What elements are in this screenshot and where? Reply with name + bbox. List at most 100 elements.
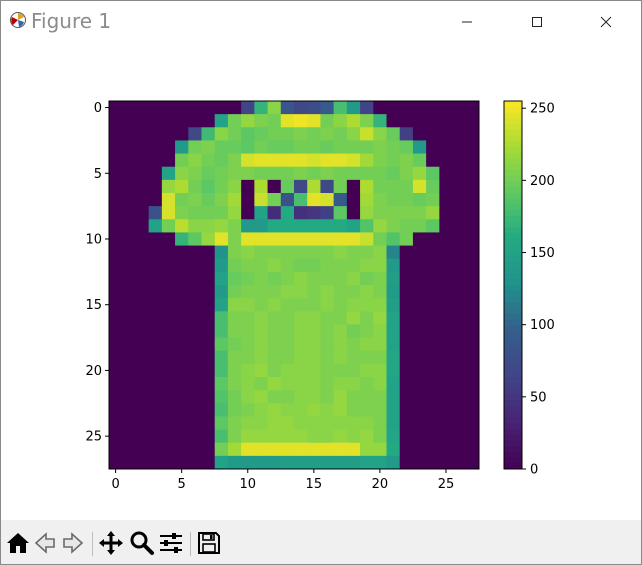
heatmap-cell bbox=[175, 245, 189, 260]
heatmap-cell bbox=[412, 363, 427, 378]
heatmap-cell bbox=[346, 390, 361, 404]
heatmap-cell bbox=[227, 350, 242, 365]
heatmap-cell bbox=[465, 258, 480, 273]
heatmap-cell bbox=[241, 429, 255, 444]
heatmap-cell bbox=[373, 101, 387, 115]
heatmap-cell bbox=[267, 298, 282, 312]
figure-canvas[interactable]: 0 5 10 15 20 25 0 5 10 15 20 25 0 50 100 150 200 250 bbox=[1, 43, 641, 520]
heatmap-cell bbox=[227, 390, 242, 404]
heatmap-cell bbox=[439, 245, 453, 260]
pan-button[interactable] bbox=[98, 530, 124, 556]
heatmap-cell bbox=[399, 285, 414, 299]
heatmap-cell bbox=[294, 101, 308, 115]
heatmap-cell bbox=[267, 311, 282, 325]
colorbar-segment bbox=[504, 129, 522, 136]
heatmap-cell bbox=[201, 311, 216, 325]
minimize-button[interactable] bbox=[444, 7, 490, 37]
heatmap-cell bbox=[188, 298, 202, 312]
heatmap-cell bbox=[227, 337, 242, 352]
colorbar-segment bbox=[504, 216, 522, 223]
heatmap-cell bbox=[201, 258, 216, 273]
heatmap-cell bbox=[412, 193, 427, 207]
heatmap-cell bbox=[360, 337, 374, 352]
heatmap-cell bbox=[412, 179, 427, 194]
colorbar-segment bbox=[504, 342, 522, 349]
heatmap-cell bbox=[175, 232, 189, 246]
heatmap-cell bbox=[201, 285, 216, 299]
heatmap-cell bbox=[188, 101, 202, 115]
heatmap-cell bbox=[386, 311, 401, 325]
save-button[interactable] bbox=[196, 530, 222, 556]
heatmap-cell bbox=[267, 390, 282, 404]
zoom-button[interactable] bbox=[129, 530, 155, 556]
heatmap-cell bbox=[412, 166, 427, 181]
heatmap-cell bbox=[333, 455, 348, 470]
heatmap-cell bbox=[439, 166, 453, 181]
heatmap-cell bbox=[307, 403, 321, 417]
heatmap-cell bbox=[135, 298, 150, 312]
heatmap-cell bbox=[320, 179, 335, 194]
heatmap-cell bbox=[254, 442, 268, 457]
close-button[interactable] bbox=[583, 7, 629, 37]
heatmap-cell bbox=[360, 179, 374, 194]
home-button[interactable] bbox=[5, 530, 31, 556]
heatmap-cell bbox=[254, 166, 268, 181]
heatmap-cell bbox=[439, 140, 453, 154]
forward-button[interactable] bbox=[60, 530, 86, 556]
colorbar-segment bbox=[504, 417, 522, 424]
heatmap-cell bbox=[399, 206, 414, 220]
heatmap-cell bbox=[201, 429, 216, 444]
heatmap-cell bbox=[346, 429, 361, 444]
heatmap-cell bbox=[109, 377, 123, 391]
colorbar-segment bbox=[504, 112, 522, 119]
heatmap-cell bbox=[254, 350, 268, 365]
heatmap-cell bbox=[161, 206, 176, 220]
heatmap-cell bbox=[333, 442, 348, 457]
heatmap-cell bbox=[175, 219, 189, 233]
heatmap-cell bbox=[465, 101, 480, 115]
heatmap-cell bbox=[294, 179, 308, 194]
heatmap-cell bbox=[439, 403, 453, 417]
heatmap-cell bbox=[465, 166, 480, 181]
heatmap-cell bbox=[214, 140, 229, 154]
heatmap-cell bbox=[188, 350, 202, 365]
heatmap-cell bbox=[333, 363, 348, 378]
heatmap-cell bbox=[280, 377, 295, 391]
configure-subplots-button[interactable] bbox=[158, 530, 184, 556]
heatmap-cell bbox=[109, 350, 123, 365]
heatmap-cell bbox=[386, 140, 401, 154]
maximize-button[interactable] bbox=[514, 7, 560, 37]
heatmap-cell bbox=[201, 350, 216, 365]
heatmap-cell bbox=[320, 442, 335, 457]
heatmap-cell bbox=[175, 127, 189, 141]
heatmap-cell bbox=[148, 193, 163, 207]
heatmap-cell bbox=[109, 442, 123, 457]
heatmap-cell bbox=[214, 101, 229, 115]
heatmap-cell bbox=[148, 153, 163, 168]
heatmap-cell bbox=[161, 390, 176, 404]
heatmap-cell bbox=[135, 140, 150, 154]
heatmap-cell bbox=[254, 271, 268, 286]
heatmap-cell bbox=[373, 350, 387, 365]
heatmap-cell bbox=[109, 193, 123, 207]
heatmap-cell bbox=[148, 219, 163, 233]
heatmap-cell bbox=[241, 114, 255, 128]
heatmap-cell bbox=[386, 206, 401, 220]
heatmap-cell bbox=[426, 232, 440, 246]
title-bar[interactable]: Figure 1 bbox=[1, 1, 641, 43]
heatmap-cell bbox=[214, 429, 229, 444]
back-button[interactable] bbox=[32, 530, 58, 556]
heatmap-cell bbox=[109, 153, 123, 168]
heatmap-cell bbox=[333, 193, 348, 207]
colorbar-segment bbox=[504, 348, 522, 355]
colorbar-segment bbox=[504, 440, 522, 447]
heatmap-cell bbox=[439, 179, 453, 194]
heatmap-cell bbox=[267, 403, 282, 417]
heatmap-cell bbox=[346, 206, 361, 220]
heatmap-cell bbox=[227, 258, 242, 273]
heatmap-cell bbox=[122, 127, 136, 141]
heatmap-cell bbox=[412, 455, 427, 470]
heatmap-cell bbox=[161, 219, 176, 233]
colorbar-segment bbox=[504, 118, 522, 125]
